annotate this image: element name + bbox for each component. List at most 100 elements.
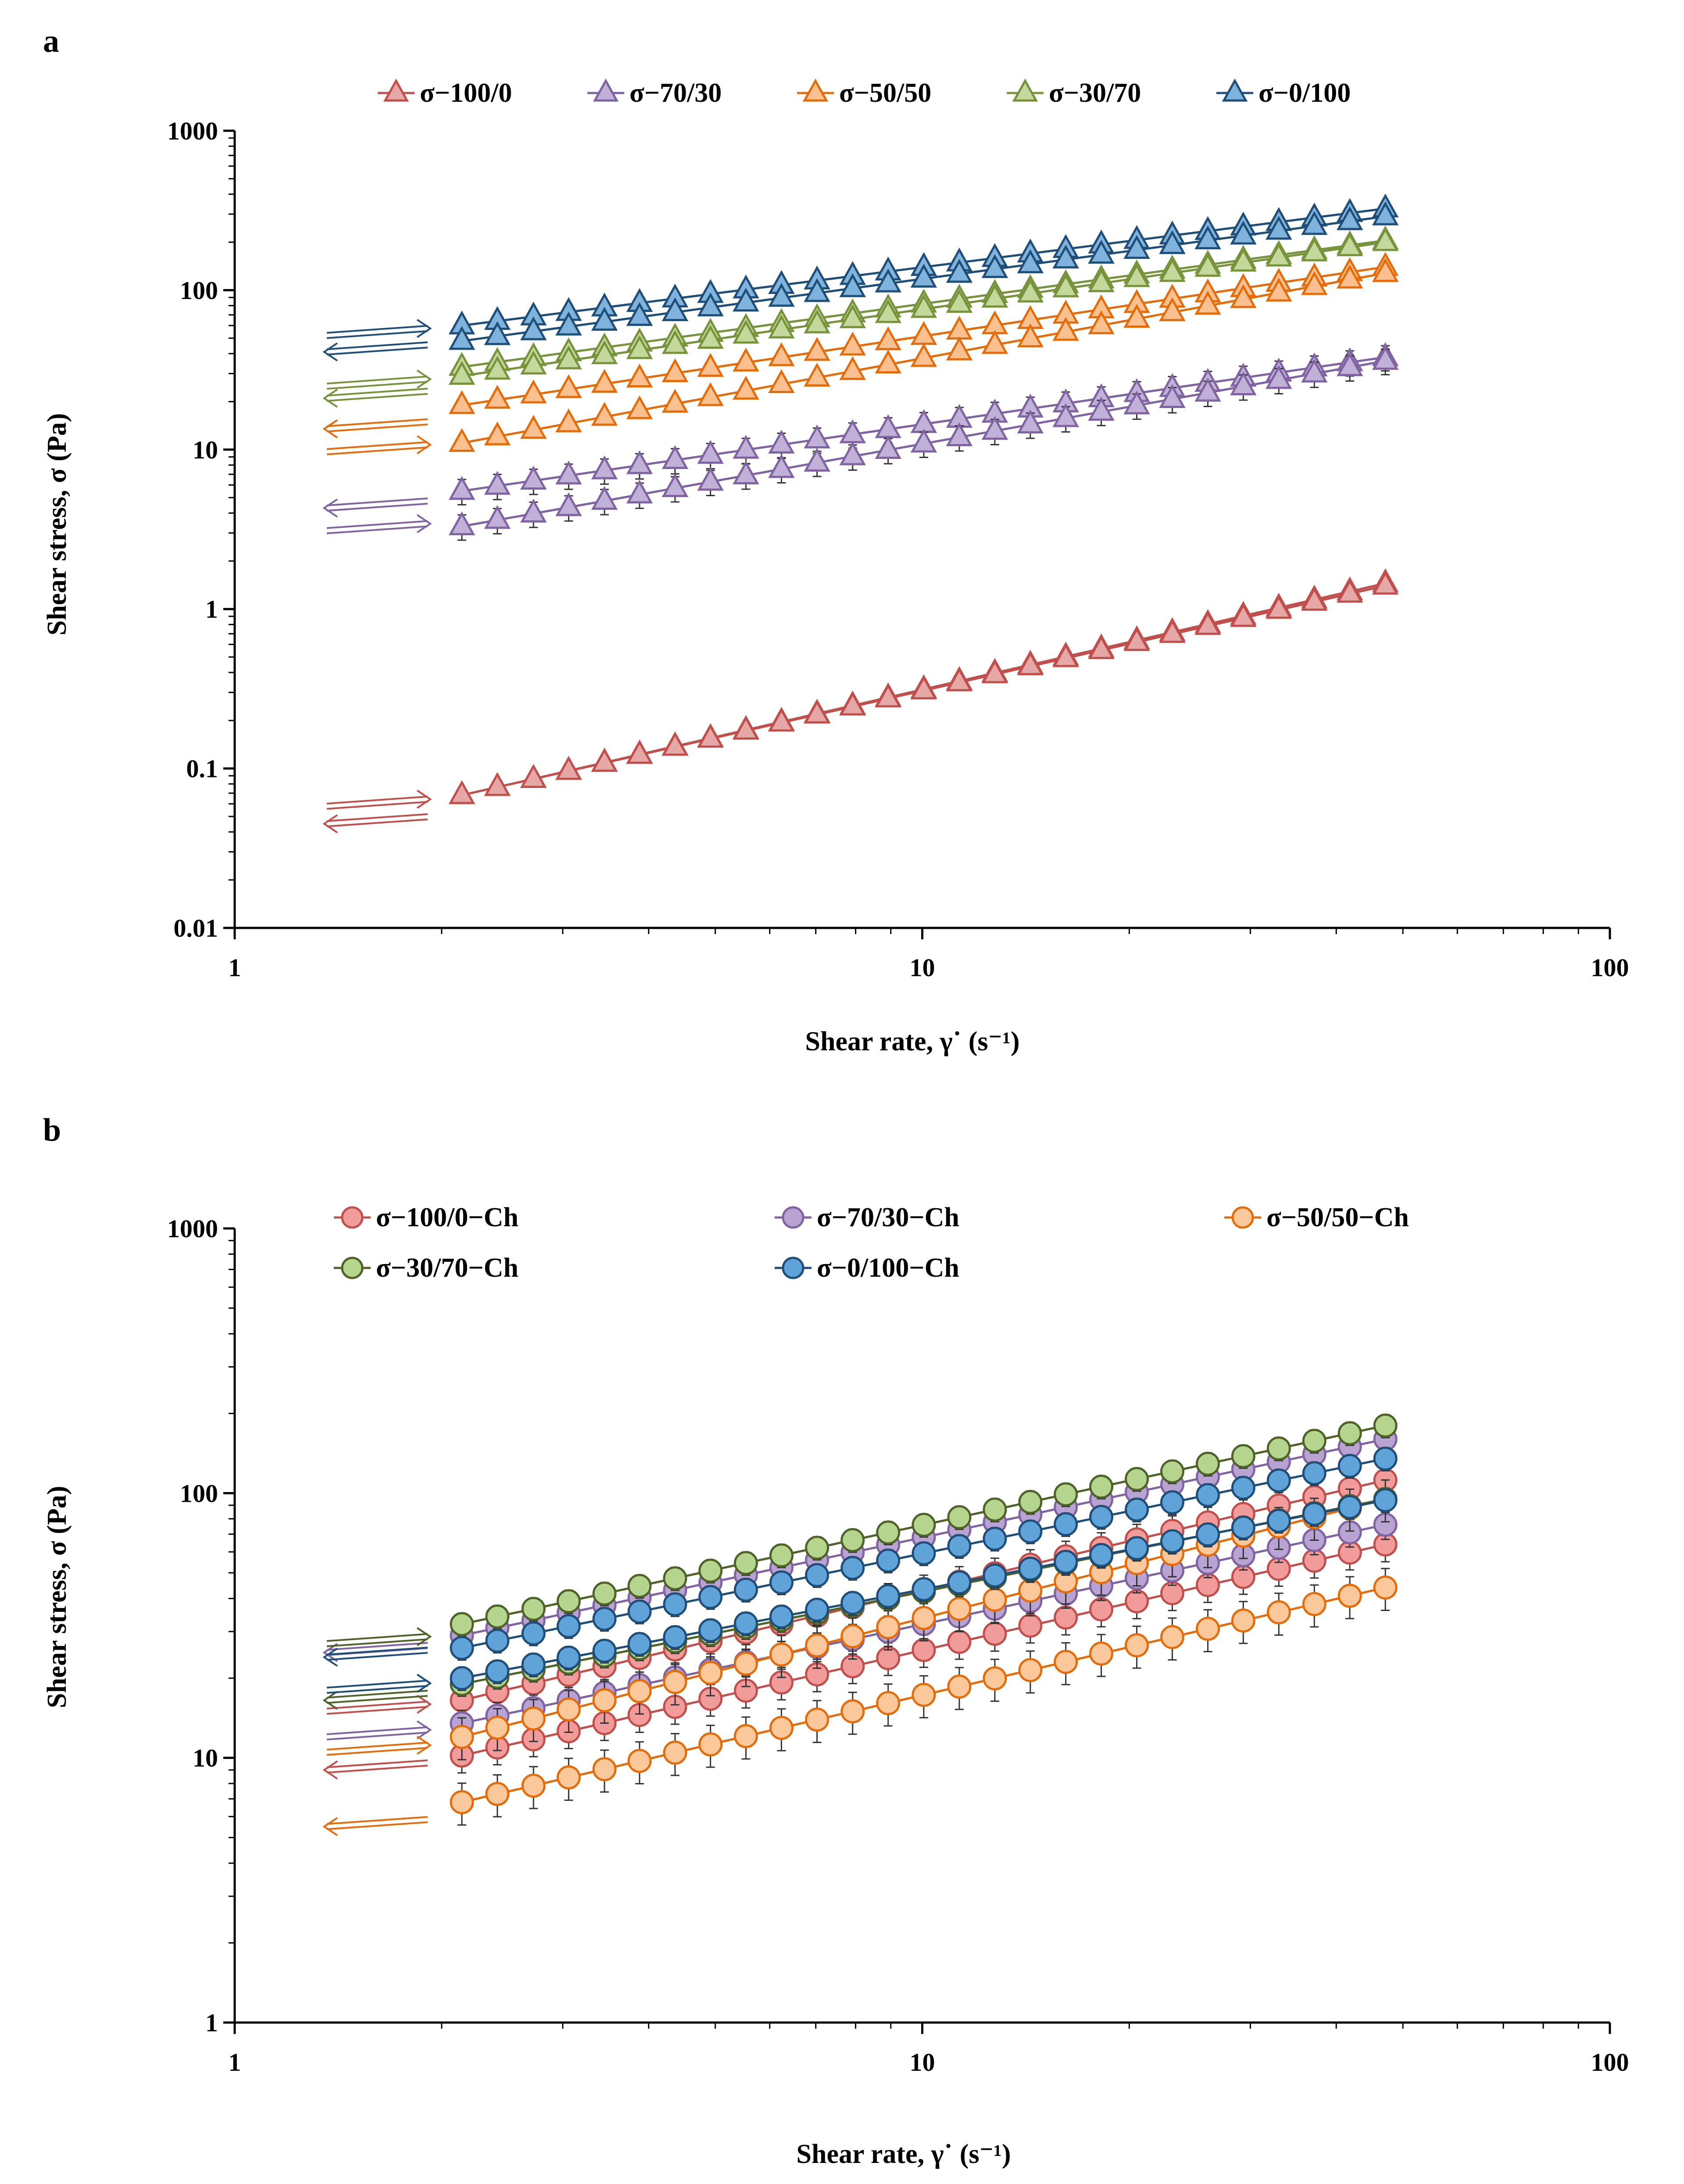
data-point [627, 1749, 652, 1773]
arrow-shaft [326, 1759, 428, 1769]
arrow-shaft [326, 1690, 428, 1699]
data-point [875, 349, 901, 374]
data-point [839, 331, 866, 356]
arrow-shaft [326, 1821, 428, 1830]
data-point [661, 473, 689, 498]
data-point [733, 347, 759, 372]
arrow-shaft [326, 347, 428, 356]
arrow-shaft [326, 381, 428, 390]
data-point [805, 1563, 829, 1587]
panel-b-axes: 1 10 100 1000 1 10 100 [167, 1214, 1629, 2077]
direction-arrow-up [326, 369, 432, 390]
data-point [876, 1615, 901, 1640]
arrow-shaft [326, 1731, 428, 1740]
panel-a: a 0.01 0.1 1 10 100 1000 1 10 100 σ−100/0 σ−70/30… [42, 23, 1629, 1056]
data-point [591, 369, 618, 393]
legend-label: σ−70/30−Ch [817, 1203, 959, 1232]
data-point [591, 455, 618, 480]
legend-label: σ−100/0 [420, 78, 512, 108]
data-point [912, 1638, 936, 1662]
data-point [1017, 279, 1044, 303]
data-point [556, 1614, 581, 1638]
data-point [1052, 403, 1079, 427]
data-point [591, 402, 618, 426]
data-point [1230, 371, 1257, 395]
data-point [768, 369, 795, 393]
data-point [910, 321, 937, 345]
data-point [875, 326, 901, 351]
data-point [1018, 1658, 1043, 1683]
data-point [661, 358, 689, 383]
arrow-shaft [326, 341, 428, 351]
legend-label: σ−50/50 [839, 78, 931, 108]
data-point [626, 335, 653, 359]
arrow-shaft [326, 1647, 428, 1656]
data-point [1088, 240, 1115, 264]
data-point [520, 764, 547, 788]
data-point [697, 382, 724, 406]
data-point [450, 1666, 474, 1690]
series-up-curve [448, 346, 1399, 541]
panel-b-direction-arrows [322, 1627, 432, 1836]
data-point [946, 667, 973, 691]
legend-item: σ−70/30 [587, 78, 722, 108]
data-point [663, 1592, 687, 1617]
legend-marker [341, 1257, 364, 1279]
data-point [484, 321, 511, 345]
direction-arrow-down [322, 387, 428, 408]
data-point [839, 304, 866, 329]
data-point [1230, 284, 1257, 308]
y-tick-label: 10 [193, 436, 218, 464]
data-point [1230, 220, 1257, 245]
data-point [1266, 1436, 1291, 1461]
arrow-shaft [326, 520, 428, 529]
data-point [839, 356, 866, 380]
data-point [983, 1526, 1007, 1551]
data-point [840, 1556, 865, 1580]
data-point [1125, 1536, 1149, 1561]
panel-b-legend: σ−100/0−Ch σ−70/30−Ch σ−50/50−Ch σ−30/70−Ch… [334, 1203, 1409, 1283]
panel-b-letter: b [43, 1112, 61, 1148]
data-point [805, 1708, 829, 1732]
data-point [981, 416, 1008, 440]
data-point [485, 1604, 510, 1629]
data-point [1372, 201, 1399, 226]
data-point [1302, 1461, 1326, 1486]
series-down-curve [450, 1413, 1398, 1637]
data-point [946, 337, 973, 361]
data-point [733, 435, 759, 459]
data-point [697, 325, 724, 349]
data-point [663, 1566, 687, 1590]
data-point [1159, 297, 1186, 322]
data-point [521, 1621, 546, 1646]
arrow-head [416, 1720, 432, 1740]
data-point [910, 343, 937, 367]
data-point [698, 1661, 723, 1685]
data-point [733, 287, 759, 312]
data-point [520, 498, 547, 523]
data-point [981, 254, 1008, 278]
legend-marker [1222, 78, 1248, 102]
legend-item: σ−70/30−Ch [775, 1203, 959, 1232]
data-point [1123, 304, 1150, 328]
data-point [698, 1585, 723, 1609]
direction-arrow-down [322, 1690, 428, 1710]
data-point [875, 683, 901, 708]
data-point [555, 311, 582, 336]
y-tick-label: 1 [205, 2009, 218, 2037]
legend-item: σ−100/0 [378, 78, 512, 108]
data-point [768, 708, 795, 732]
data-point [1337, 1583, 1362, 1608]
arrow-shaft [326, 376, 428, 385]
data-point [1018, 1557, 1043, 1581]
data-point [661, 297, 689, 322]
arrow-head [416, 789, 432, 809]
data-point [1266, 1468, 1291, 1493]
series-up-curve [450, 1488, 1398, 1691]
data-point [1054, 1650, 1078, 1674]
data-point [804, 699, 830, 724]
direction-arrow-down [322, 813, 428, 834]
data-point [947, 1505, 972, 1529]
data-point [1231, 1608, 1255, 1633]
